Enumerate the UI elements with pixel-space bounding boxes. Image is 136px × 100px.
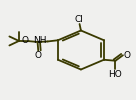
Text: O: O bbox=[35, 51, 42, 60]
Text: O: O bbox=[21, 36, 28, 45]
Text: NH: NH bbox=[34, 36, 47, 45]
Text: O: O bbox=[124, 50, 131, 60]
Text: HO: HO bbox=[108, 70, 122, 79]
Text: Cl: Cl bbox=[74, 14, 83, 24]
